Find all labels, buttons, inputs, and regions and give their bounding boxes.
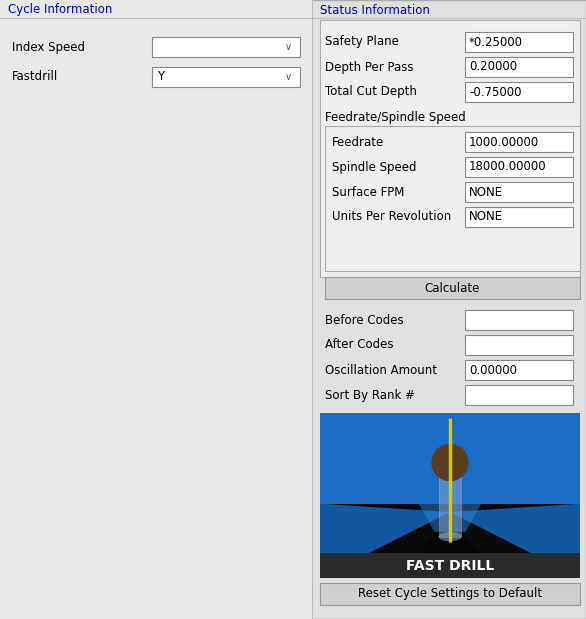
Text: Feedrate/Spindle Speed: Feedrate/Spindle Speed <box>325 111 466 124</box>
Bar <box>465 57 573 77</box>
Text: -0.75000: -0.75000 <box>469 85 522 98</box>
Text: Oscillation Amount: Oscillation Amount <box>325 363 437 376</box>
Ellipse shape <box>439 469 461 477</box>
Text: After Codes: After Codes <box>325 339 394 352</box>
Ellipse shape <box>439 533 461 541</box>
Bar <box>0 18 312 19</box>
Text: Status Information: Status Information <box>320 4 430 17</box>
Bar <box>465 310 573 330</box>
Bar <box>465 182 573 202</box>
Text: *0.25000: *0.25000 <box>469 35 523 48</box>
Text: Y: Y <box>157 71 164 84</box>
Text: Sort By Rank #: Sort By Rank # <box>325 389 415 402</box>
Text: FAST DRILL: FAST DRILL <box>406 558 494 573</box>
Polygon shape <box>419 504 481 532</box>
Text: Units Per Revolution: Units Per Revolution <box>332 210 451 223</box>
Bar <box>465 32 573 52</box>
Text: Fastdrill: Fastdrill <box>12 71 58 84</box>
Text: 1000.00000: 1000.00000 <box>469 136 539 149</box>
Bar <box>312 0 313 619</box>
Text: 0.00000: 0.00000 <box>469 363 517 376</box>
Polygon shape <box>403 512 497 578</box>
Text: Total Cut Depth: Total Cut Depth <box>325 85 417 98</box>
Bar <box>0 0 312 619</box>
Text: ∨: ∨ <box>284 42 292 52</box>
Bar <box>320 413 580 578</box>
Text: Index Speed: Index Speed <box>12 40 85 53</box>
Text: Surface FPM: Surface FPM <box>332 186 404 199</box>
Bar <box>325 277 580 299</box>
Polygon shape <box>320 413 580 504</box>
Bar <box>465 335 573 355</box>
Text: 18000.00000: 18000.00000 <box>469 160 547 173</box>
Text: NONE: NONE <box>469 186 503 199</box>
Bar <box>325 126 580 271</box>
Bar <box>465 132 573 152</box>
Polygon shape <box>320 504 450 578</box>
Text: Cycle Information: Cycle Information <box>8 4 113 17</box>
Text: Feedrate: Feedrate <box>332 136 384 149</box>
Text: NONE: NONE <box>469 210 503 223</box>
Bar <box>465 157 573 177</box>
Circle shape <box>432 444 468 480</box>
Text: ∨: ∨ <box>284 72 292 82</box>
Text: Reset Cycle Settings to Default: Reset Cycle Settings to Default <box>358 587 542 600</box>
Text: 0.20000: 0.20000 <box>469 61 517 74</box>
Bar <box>465 82 573 102</box>
Polygon shape <box>450 504 580 578</box>
Bar <box>465 360 573 380</box>
Bar <box>439 472 461 537</box>
Bar <box>320 553 580 578</box>
Text: Safety Plane: Safety Plane <box>325 35 399 48</box>
Bar <box>320 583 580 605</box>
Bar <box>320 20 580 277</box>
Bar <box>312 18 586 19</box>
Bar <box>152 37 300 57</box>
Text: Calculate: Calculate <box>425 282 480 295</box>
Text: Depth Per Pass: Depth Per Pass <box>325 61 414 74</box>
Bar <box>465 385 573 405</box>
Text: Before Codes: Before Codes <box>325 313 404 326</box>
Bar <box>152 67 300 87</box>
Bar <box>465 207 573 227</box>
Text: Spindle Speed: Spindle Speed <box>332 160 417 173</box>
